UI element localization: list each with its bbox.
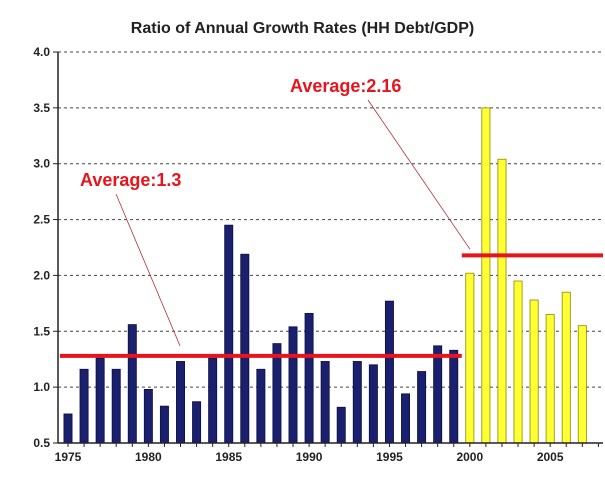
bar xyxy=(513,280,523,444)
bar xyxy=(272,343,282,444)
y-tick-label: 1.5 xyxy=(33,324,50,338)
x-tick-label: 1990 xyxy=(296,450,323,464)
x-axis-ticks: 1975 1980 1985 1990 1995 2000 2005 xyxy=(55,443,599,464)
y-tick-label: 0.5 xyxy=(33,436,50,450)
average-label: Average:2.16 xyxy=(290,76,401,96)
y-tick-label: 2.0 xyxy=(33,268,50,282)
bar xyxy=(368,364,378,444)
x-tick-label: 1980 xyxy=(135,450,162,464)
bar xyxy=(159,405,169,444)
x-tick-label: 1995 xyxy=(376,450,403,464)
x-tick-label: 2000 xyxy=(456,450,483,464)
bar xyxy=(401,393,411,444)
bar xyxy=(256,368,266,444)
x-tick-label: 1975 xyxy=(55,450,82,464)
y-tick-label: 3.0 xyxy=(33,157,50,171)
y-tick-label: 4.0 xyxy=(33,45,50,59)
bar xyxy=(304,313,314,444)
bar xyxy=(529,299,539,444)
bar xyxy=(481,107,491,444)
bar xyxy=(224,224,234,444)
bar xyxy=(192,401,202,444)
x-tick-label: 1985 xyxy=(215,450,242,464)
bar xyxy=(143,388,153,444)
bar xyxy=(433,345,443,444)
bar xyxy=(95,357,105,444)
bar xyxy=(449,349,459,444)
x-tick-label: 2005 xyxy=(537,450,564,464)
bar xyxy=(545,314,555,444)
average-leader-line xyxy=(115,193,181,347)
bar xyxy=(176,361,185,444)
bar xyxy=(79,368,89,444)
bar xyxy=(497,158,507,444)
bar xyxy=(111,368,121,444)
y-tick-label: 1.0 xyxy=(33,380,50,394)
bar xyxy=(127,324,137,444)
bar xyxy=(352,361,362,444)
y-axis-ticks: 0.5 1.0 1.5 2.0 2.5 3.0 3.5 4.0 xyxy=(33,45,58,450)
bar xyxy=(240,253,250,444)
average-lines: Average:1.3 Average:2.16 xyxy=(59,76,603,358)
average-leader-line xyxy=(367,99,471,250)
bar xyxy=(384,300,394,444)
bar xyxy=(208,357,218,444)
bar xyxy=(417,371,427,444)
bar xyxy=(63,413,73,444)
bar xyxy=(465,272,475,444)
bar xyxy=(336,406,346,444)
bar xyxy=(561,291,571,444)
average-label: Average:1.3 xyxy=(80,170,181,190)
chart-title: Ratio of Annual Growth Rates (HH Debt/GD… xyxy=(130,20,475,37)
y-tick-label: 3.5 xyxy=(33,101,50,115)
bar xyxy=(288,326,298,444)
bar xyxy=(577,325,587,444)
grid-lines xyxy=(58,51,603,388)
y-tick-label: 2.5 xyxy=(33,213,50,227)
bar xyxy=(320,361,330,444)
